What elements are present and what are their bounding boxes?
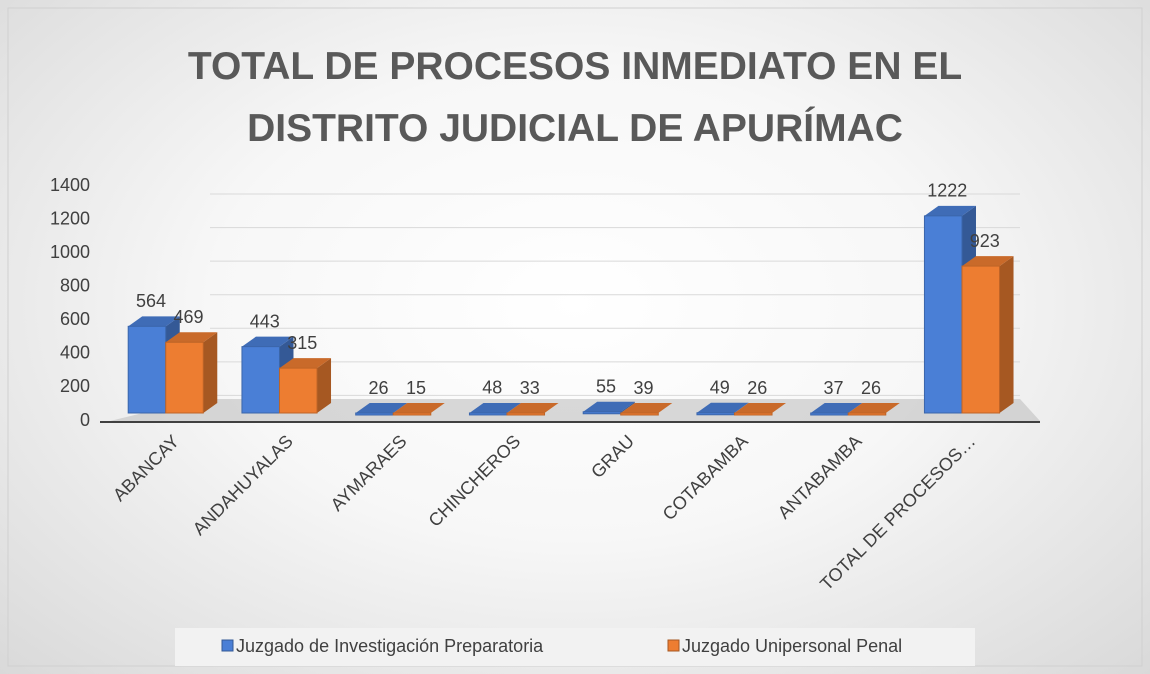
- bar: [165, 341, 204, 414]
- legend-label: Juzgado de Investigación Preparatoria: [236, 636, 544, 656]
- data-label: 26: [368, 378, 388, 398]
- bar-top: [696, 402, 749, 413]
- bar-top: [583, 401, 635, 412]
- y-tick-label: 800: [60, 275, 90, 295]
- data-label: 443: [250, 311, 280, 331]
- bar-top: [810, 403, 863, 413]
- data-label: 469: [173, 307, 203, 327]
- bar: [127, 325, 167, 414]
- bar-side: [203, 332, 218, 413]
- bar-side: [620, 401, 635, 413]
- bar-side: [506, 402, 521, 413]
- y-tick-label: 600: [60, 309, 90, 329]
- x-tick-label: ANDAHUYALAS: [189, 431, 297, 539]
- bar: [696, 412, 735, 416]
- data-label: 923: [970, 231, 1000, 251]
- data-label: 37: [823, 378, 843, 398]
- x-tick-label: ABANCAY: [109, 431, 183, 505]
- bar: [278, 367, 318, 414]
- bar-top: [734, 403, 787, 413]
- bar-top: [924, 205, 976, 216]
- bar: [620, 412, 659, 416]
- y-tick-label: 1200: [50, 208, 90, 228]
- y-tick-label: 1400: [50, 175, 90, 195]
- legend-box: [175, 628, 975, 666]
- bar-top: [355, 403, 408, 413]
- data-label: 55: [596, 377, 616, 397]
- y-tick-label: 200: [60, 376, 90, 396]
- bar-top: [393, 403, 445, 413]
- x-tick-label: ANTABAMBA: [774, 431, 866, 523]
- data-label: 39: [633, 378, 653, 398]
- bar: [923, 215, 963, 414]
- x-tick-label: GRAU: [587, 431, 638, 482]
- data-label: 26: [861, 378, 881, 398]
- bar-top: [165, 332, 218, 343]
- bar: [392, 412, 432, 416]
- bar-top: [620, 403, 673, 413]
- bar: [733, 412, 773, 416]
- bar: [847, 412, 887, 416]
- data-label: 315: [287, 333, 317, 353]
- bar-side: [317, 358, 332, 413]
- bar-top: [469, 402, 521, 413]
- y-tick-label: 1000: [50, 242, 90, 262]
- bar-top: [848, 403, 900, 413]
- bar: [506, 412, 546, 416]
- data-label: 48: [482, 378, 502, 398]
- y-tick-label: 400: [60, 343, 90, 363]
- y-tick-label: 0: [80, 410, 90, 430]
- bar-top: [506, 403, 559, 413]
- data-label: 15: [406, 378, 426, 398]
- bar: [355, 412, 394, 416]
- data-label: 49: [710, 378, 730, 398]
- chart-title: TOTAL DE PROCESOS INMEDIATO EN EL DISTRI…: [187, 45, 963, 150]
- legend-swatch: [667, 639, 680, 652]
- floor: [110, 399, 1040, 421]
- bar-side: [734, 402, 749, 413]
- bar: [961, 265, 1001, 414]
- data-label: 26: [747, 378, 767, 398]
- x-tick-label: AYMARAES: [327, 431, 411, 515]
- bar: [468, 412, 508, 416]
- legend-label: Juzgado Unipersonal Penal: [682, 636, 902, 656]
- bar-top: [961, 256, 1014, 267]
- legend-swatch: [221, 639, 234, 652]
- x-tick-label: CHINCHEROS: [425, 431, 525, 531]
- data-label: 564: [136, 291, 166, 311]
- bar: [810, 412, 849, 416]
- bar: [241, 346, 280, 414]
- bar: [582, 411, 622, 415]
- bar-top: [128, 316, 180, 327]
- bar-top: [279, 358, 332, 369]
- x-tick-label: COTABAMBA: [659, 431, 752, 524]
- data-label: 33: [520, 378, 540, 398]
- bar-side: [999, 256, 1014, 413]
- data-label: 1222: [927, 181, 967, 201]
- bar-top: [241, 336, 294, 347]
